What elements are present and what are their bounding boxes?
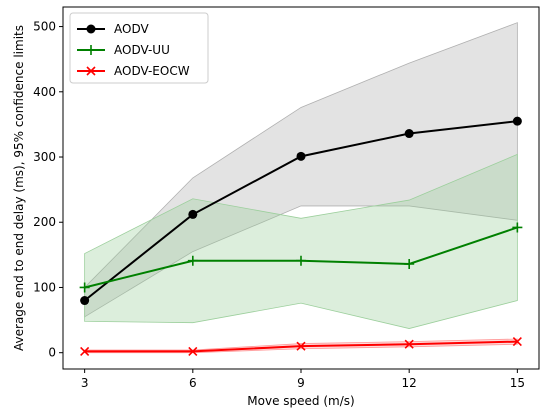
aodv-eocw-point [512, 337, 522, 347]
x-tick-label: 9 [297, 376, 305, 390]
x-axis-ticks: 3 6 9 12 15 [81, 369, 525, 390]
aodv-uu-point [79, 282, 90, 293]
x-tick-label: 3 [81, 376, 89, 390]
aodv-uu-point [512, 222, 523, 233]
y-axis-ticks: 0 100 200 300 400 500 [33, 20, 63, 360]
aodv-eocw-point [80, 346, 90, 356]
legend-box [69, 12, 209, 84]
aodv-eocw-legend-label: AODV-EOCW [114, 64, 190, 78]
aodv-uu-legend-label: AODV-UU [114, 43, 170, 57]
aodv-uu-point [187, 255, 198, 266]
aodv-eocw-legend-marker [86, 66, 96, 76]
x-axis-title: Move speed (m/s) [247, 394, 354, 408]
legend: AODV AODV-UU AODV-EOCW [69, 12, 209, 84]
series-markers [79, 116, 523, 356]
aodv-legend-marker [86, 24, 96, 34]
aodv-point [188, 209, 198, 219]
x-tick-label: 6 [189, 376, 197, 390]
y-tick-label: 200 [33, 215, 56, 229]
aodv-point [80, 296, 90, 306]
aodv-uu-confidence-band [84, 153, 518, 329]
x-tick-label: 15 [510, 376, 525, 390]
aodv-point [512, 116, 522, 126]
y-tick-label: 100 [33, 280, 56, 294]
aodv-eocw-point [404, 339, 414, 349]
aodv-uu-legend-marker [86, 45, 96, 55]
y-tick-label: 300 [33, 150, 56, 164]
y-axis-title: Average end to end delay (ms), 95% confi… [12, 25, 26, 351]
aodv-eocw-point [296, 341, 306, 351]
aodv-uu-point [296, 255, 306, 266]
aodv-point [404, 129, 414, 139]
y-tick-label: 0 [48, 346, 56, 360]
aodv-uu-point [404, 258, 415, 269]
y-tick-label: 500 [33, 20, 56, 34]
y-tick-label: 400 [33, 85, 56, 99]
aodv-eocw-point [188, 346, 198, 356]
aodv-point [296, 151, 306, 161]
aodv-legend-label: AODV [114, 22, 149, 36]
x-tick-label: 12 [402, 376, 417, 390]
